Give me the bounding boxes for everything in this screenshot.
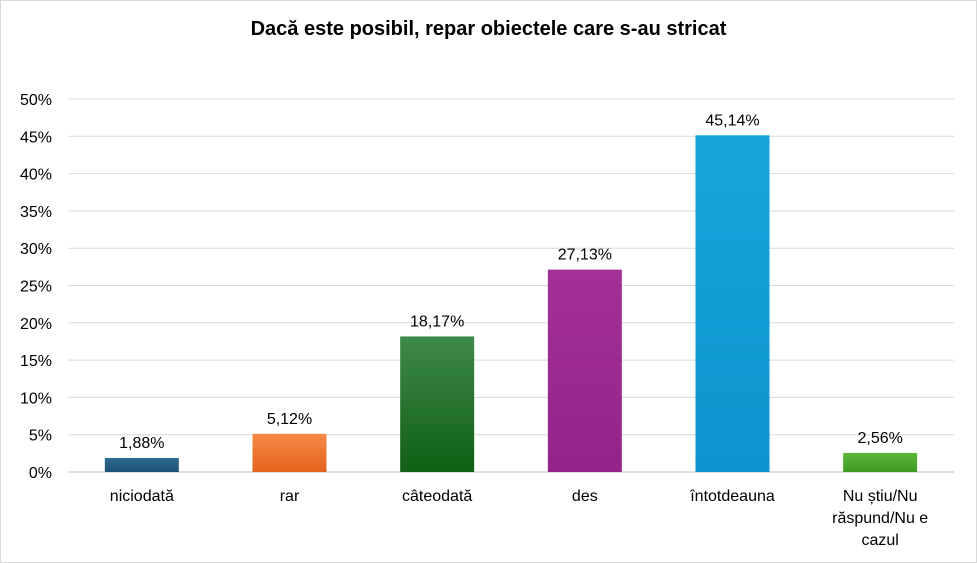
data-label: 2,56% bbox=[857, 430, 902, 447]
x-axis: niciodată rar câteodată des întotdeauna Nu șt… bbox=[110, 488, 928, 549]
y-tick-label: 20% bbox=[20, 316, 52, 333]
x-tick-label: câteodată bbox=[402, 488, 472, 505]
y-tick-label: 40% bbox=[20, 167, 52, 184]
data-label: 5,12% bbox=[267, 411, 312, 428]
x-tick-label: întotdeauna bbox=[689, 488, 775, 505]
x-tick-label: rar bbox=[280, 488, 300, 505]
y-tick-label: 30% bbox=[20, 241, 52, 258]
y-tick-label: 5% bbox=[29, 428, 52, 445]
y-tick-label: 10% bbox=[20, 390, 52, 407]
x-tick-label: niciodată bbox=[110, 488, 174, 505]
y-tick-label: 0% bbox=[29, 465, 52, 482]
bar bbox=[252, 433, 327, 472]
y-axis: 0% 5% 10% 15% 20% 25% 30% 35% 40% 45% 50% bbox=[20, 92, 52, 482]
y-tick-label: 35% bbox=[20, 204, 52, 221]
data-label: 1,88% bbox=[119, 435, 164, 452]
bar bbox=[695, 135, 770, 472]
grid bbox=[68, 98, 954, 473]
y-tick-label: 50% bbox=[20, 92, 52, 109]
data-label: 18,17% bbox=[410, 313, 464, 330]
bars bbox=[104, 135, 918, 472]
y-tick-label: 45% bbox=[20, 129, 52, 146]
data-label: 27,13% bbox=[558, 247, 612, 264]
bar bbox=[843, 452, 918, 472]
y-tick-label: 25% bbox=[20, 279, 52, 296]
bar bbox=[400, 336, 475, 472]
x-tick-label: des bbox=[572, 488, 598, 505]
data-labels: 1,88% 5,12% 18,17% 27,13% 45,14% 2,56% bbox=[119, 112, 903, 452]
x-tick-label: Nu știu/Nu răspund/Nu e cazul bbox=[832, 488, 928, 549]
bar bbox=[104, 457, 179, 472]
bar bbox=[547, 269, 622, 472]
y-tick-label: 15% bbox=[20, 353, 52, 370]
chart-title: Dacă este posibil, repar obiectele care … bbox=[250, 18, 727, 40]
data-label: 45,14% bbox=[705, 112, 759, 129]
